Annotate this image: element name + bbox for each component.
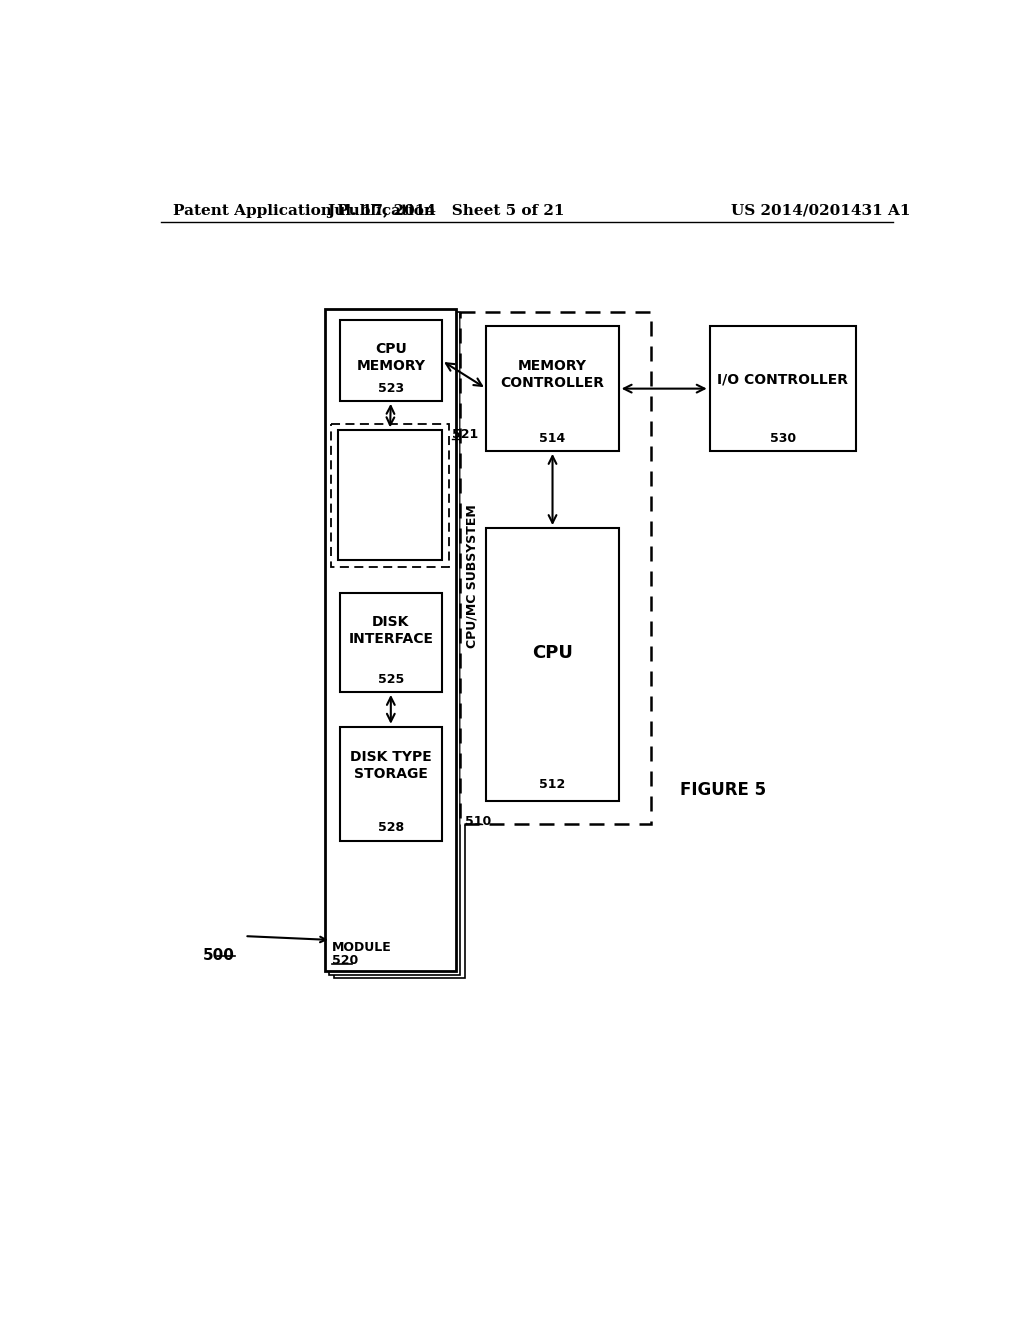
Text: 522: 522 <box>377 541 403 554</box>
Text: MEMORY
CONTROLLER: MEMORY CONTROLLER <box>501 359 604 389</box>
Text: 528: 528 <box>378 821 403 834</box>
Bar <box>486 326 618 451</box>
Bar <box>331 424 450 566</box>
Text: 530: 530 <box>770 432 796 445</box>
Text: 510: 510 <box>465 816 490 828</box>
Text: CPU
MEMORY: CPU MEMORY <box>356 342 425 374</box>
Bar <box>710 326 856 451</box>
Bar <box>338 430 442 560</box>
Text: CPU: CPU <box>532 644 573 663</box>
Bar <box>340 594 441 692</box>
Text: 514: 514 <box>540 432 565 445</box>
Bar <box>486 528 618 801</box>
Text: 520: 520 <box>333 954 358 966</box>
Bar <box>340 726 441 841</box>
Text: I/O CONTROLLER: I/O CONTROLLER <box>717 372 848 387</box>
Bar <box>330 313 460 974</box>
Text: PROCESSOR: PROCESSOR <box>343 473 437 487</box>
Text: DISK TYPE
STORAGE: DISK TYPE STORAGE <box>350 750 432 781</box>
Text: US 2014/0201431 A1: US 2014/0201431 A1 <box>731 203 910 218</box>
Bar <box>325 309 456 970</box>
Text: MODULE: MODULE <box>333 941 392 954</box>
Bar <box>460 313 651 825</box>
Text: FIGURE 5: FIGURE 5 <box>680 781 767 799</box>
Text: 500: 500 <box>203 948 234 962</box>
Text: 525: 525 <box>378 673 403 686</box>
Text: Jul. 17, 2014   Sheet 5 of 21: Jul. 17, 2014 Sheet 5 of 21 <box>328 203 565 218</box>
Text: 521: 521 <box>453 428 478 441</box>
Text: Patent Application Publication: Patent Application Publication <box>173 203 435 218</box>
Text: CPU/MC SUBSYSTEM: CPU/MC SUBSYSTEM <box>465 504 478 648</box>
Text: 512: 512 <box>540 779 565 791</box>
Bar <box>340 321 441 401</box>
Bar <box>334 317 465 978</box>
Text: DISK
INTERFACE: DISK INTERFACE <box>348 615 433 647</box>
Text: 523: 523 <box>378 381 403 395</box>
